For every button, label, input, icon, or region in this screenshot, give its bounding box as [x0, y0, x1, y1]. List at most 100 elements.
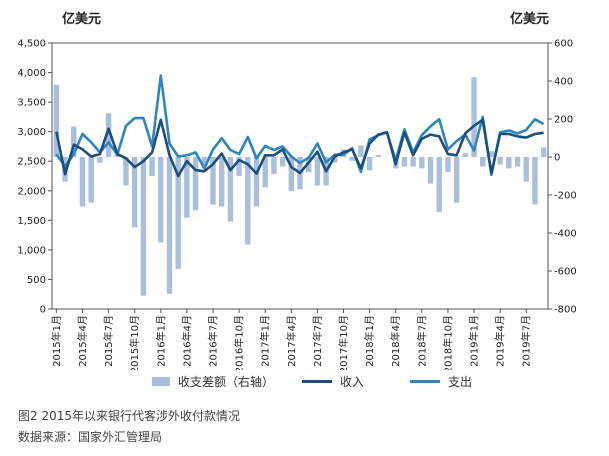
right-tick-label: -200 — [554, 191, 577, 202]
income-line — [55, 118, 544, 178]
left-axis-unit: 亿美元 — [62, 12, 102, 27]
legend-item-expense: 支出 — [410, 373, 472, 390]
figure-caption: 图2 2015年以来银行代客涉外收付款情况 — [18, 409, 240, 423]
right-tick-label: 600 — [554, 39, 573, 50]
x-tick-label: 2015年4月 — [76, 315, 89, 367]
right-tick-label: 400 — [554, 77, 573, 88]
balance-bar — [71, 126, 77, 157]
x-tick-label: 2017年1月 — [259, 315, 272, 367]
left-tick-label: 2,500 — [17, 157, 46, 168]
x-tick-label: 2016年10月 — [233, 315, 246, 370]
balance-bar — [88, 157, 94, 203]
right-tick-label: -600 — [554, 267, 577, 278]
balance-bar — [445, 157, 451, 173]
balance-bar — [540, 147, 547, 157]
balance-bar — [419, 157, 425, 169]
right-tick-label: 0 — [554, 153, 560, 164]
x-tick-label: 2018年7月 — [415, 315, 428, 367]
left-tick-label: 0 — [40, 305, 46, 316]
x-tick-label: 2019年4月 — [494, 315, 507, 367]
x-tick-label: 2015年1月 — [50, 315, 63, 367]
balance-bar — [140, 157, 147, 296]
balance-bar — [79, 157, 86, 207]
x-tick-label: 2016年1月 — [154, 315, 167, 367]
x-tick-label: 2017年4月 — [285, 315, 298, 367]
balance-bar — [366, 157, 373, 171]
x-tick-label: 2017年10月 — [337, 315, 350, 370]
x-tick-label: 2018年1月 — [363, 315, 376, 367]
legend-label-expense: 支出 — [448, 375, 473, 389]
plot-area-border — [51, 42, 549, 310]
balance-bar — [158, 157, 164, 243]
balance-bar — [123, 157, 129, 186]
x-tick-label: 2017年7月 — [311, 315, 324, 367]
x-tick-label: 2015年10月 — [128, 315, 141, 370]
balance-bar — [358, 145, 364, 157]
balance-bar — [245, 157, 251, 245]
chart-legend: 收支差额（右轴） 收入 支出 — [0, 373, 609, 393]
right-axis-unit: 亿美元 — [510, 12, 550, 27]
balance-bar — [105, 113, 112, 157]
balance-bar — [192, 157, 199, 211]
balance-bar — [236, 157, 242, 176]
balance-bar — [506, 157, 512, 169]
balance-bar — [375, 155, 382, 157]
left-tick-label: 3,500 — [17, 98, 46, 109]
right-tick-label: -400 — [554, 229, 577, 240]
expense-line — [55, 74, 545, 177]
balance-bar — [453, 157, 460, 203]
balance-bar — [462, 153, 469, 157]
balance-bar — [306, 157, 312, 173]
balance-bar — [271, 157, 277, 175]
balance-bar — [349, 157, 355, 161]
balance-bar — [262, 157, 268, 188]
balance-bar — [523, 157, 529, 182]
balance-bar — [97, 157, 103, 163]
balance-bar — [175, 157, 181, 270]
balance-bar — [410, 157, 416, 167]
bar-line-chart: 0 500 1,000 1,500 2,000 2,500 3,000 3,500 4,000 4… — [17, 39, 577, 371]
balance-bar — [210, 157, 216, 205]
balance-bar — [253, 157, 260, 207]
data-source: 数据来源：国家外汇管理局 — [18, 430, 163, 444]
balance-bar — [227, 157, 234, 222]
left-tick-label: 4,500 — [17, 39, 46, 50]
balance-bar — [218, 157, 225, 207]
right-tick-label: 200 — [554, 115, 573, 126]
x-tick-label: 2015年7月 — [102, 315, 115, 367]
x-tick-label: 2016年7月 — [206, 315, 219, 367]
balance-bar — [131, 157, 138, 228]
balance-bar — [279, 157, 286, 167]
legend-swatch-expense — [410, 380, 440, 383]
x-tick-label: 2019年7月 — [520, 315, 533, 367]
left-tick-label: 2,000 — [17, 186, 46, 197]
balance-bar — [480, 157, 486, 167]
right-tick-label: -800 — [554, 305, 577, 316]
balance-bar — [53, 84, 60, 157]
balance-bar — [149, 157, 155, 176]
balance-bar — [532, 157, 538, 205]
legend-item-balance: 收支差额（右轴） — [152, 373, 274, 390]
legend-item-income: 收入 — [302, 373, 364, 390]
balance-bar — [427, 157, 434, 184]
left-tick-label: 1,500 — [17, 216, 46, 227]
balance-bar — [166, 157, 173, 294]
balance-bar — [288, 157, 294, 192]
legend-swatch-balance — [152, 377, 170, 386]
legend-swatch-income — [302, 380, 332, 383]
balance-bar — [436, 157, 442, 213]
x-tick-label: 2018年10月 — [441, 315, 454, 370]
legend-label-income: 收入 — [340, 375, 365, 389]
legend-label-balance: 收支差额（右轴） — [178, 375, 275, 389]
balance-bar — [471, 77, 477, 157]
x-tick-label: 2018年4月 — [389, 315, 402, 367]
balance-bar — [401, 157, 408, 167]
left-tick-label: 1,000 — [17, 245, 46, 256]
balance-bar — [314, 157, 321, 186]
balance-bar — [114, 155, 120, 157]
balance-bar — [201, 157, 207, 167]
x-tick-label: 2019年1月 — [468, 315, 481, 367]
balance-bar — [488, 151, 495, 157]
balance-bar — [514, 157, 521, 167]
left-tick-label: 4,000 — [17, 68, 46, 79]
